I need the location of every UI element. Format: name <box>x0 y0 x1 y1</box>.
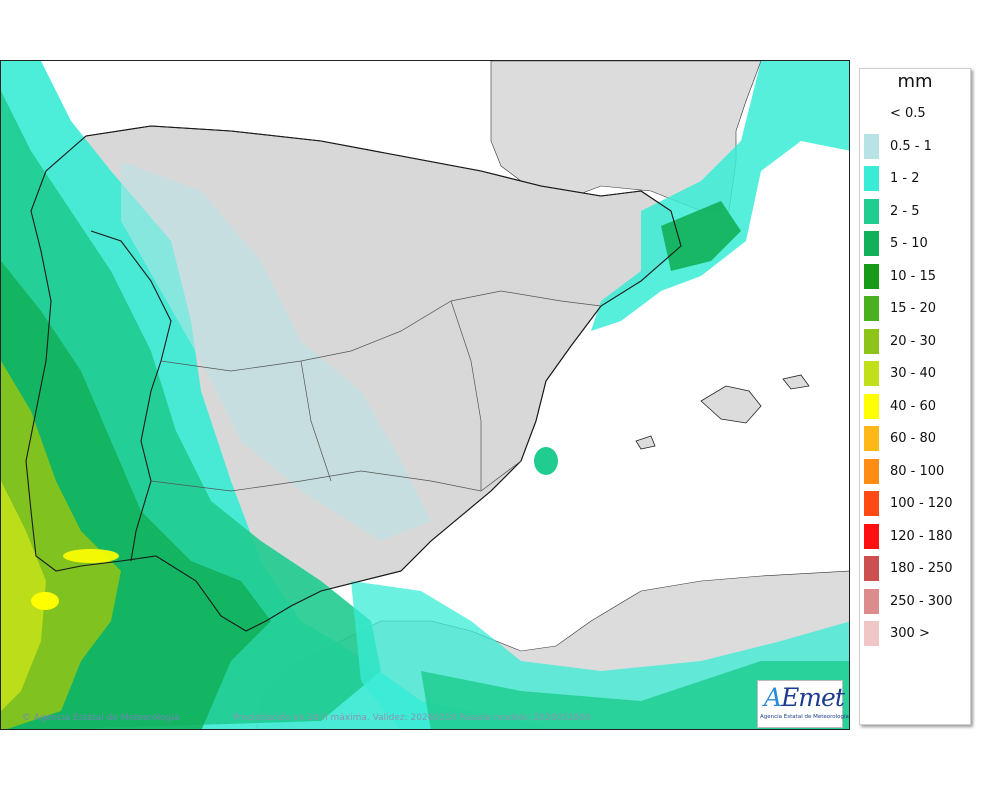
precip-band-0-5-1 <box>121 161 431 541</box>
aemet-logo-subtitle: Agencia Estatal de Meteorología <box>760 714 849 720</box>
legend-item: 15 - 20 <box>860 290 970 322</box>
legend-swatch <box>864 426 879 451</box>
legend-item: 120 - 180 <box>860 518 970 550</box>
legend-label: 5 - 10 <box>890 236 928 251</box>
legend-swatch <box>864 523 879 549</box>
legend-item: 40 - 60 <box>860 388 970 420</box>
precipitation-map <box>0 60 850 730</box>
legend-item: < 0.5 <box>860 95 970 127</box>
legend-item: 180 - 250 <box>860 550 970 582</box>
legend-item: 5 - 10 <box>860 225 970 257</box>
precip-band-30-40 <box>1 481 46 711</box>
copyright-credit: © Agencia Estatal de Meteorología <box>22 713 180 723</box>
peninsula-coastline <box>25 125 682 632</box>
regional-boundary-center <box>300 360 332 482</box>
legend-unit: mm <box>897 71 933 92</box>
precip-spot-gulf-cadiz <box>63 549 119 563</box>
legend-label: 20 - 30 <box>890 333 937 349</box>
regional-boundary-north <box>160 290 602 372</box>
aemet-logo: AEmet Agencia Estatal de Meteorología <box>757 680 849 728</box>
legend-swatch <box>864 198 879 224</box>
legend-item: 10 - 15 <box>860 258 970 290</box>
legend-item: 80 - 100 <box>860 453 970 485</box>
legend-item: 100 - 120 <box>860 485 970 517</box>
legend-swatch <box>864 491 879 516</box>
legend-swatch <box>864 166 879 191</box>
legend-label: 40 - 60 <box>890 398 937 414</box>
legend-item: 250 - 300 <box>860 583 970 615</box>
legend-swatch <box>864 556 879 581</box>
regional-boundary-east <box>450 300 482 491</box>
legend-label: 2 - 5 <box>890 203 920 219</box>
legend-item: 20 - 30 <box>860 323 970 355</box>
aemet-logo-wordmark: AEmet <box>764 683 845 712</box>
legend-swatch <box>864 328 879 354</box>
legend-swatch <box>864 588 879 614</box>
legend-item: 30 - 40 <box>860 355 970 387</box>
legend-label: 250 - 300 <box>890 593 953 609</box>
legend-item: 1 - 2 <box>860 160 970 192</box>
validity-caption: Precipitación en 24 h máxima. Validez: 2… <box>233 713 591 723</box>
legend-swatch <box>864 231 879 256</box>
legend-label: 300 > <box>890 626 930 641</box>
legend-label: 10 - 15 <box>890 268 937 284</box>
legend-label: 0.5 - 1 <box>890 138 932 154</box>
precip-spot-alicante <box>534 447 558 475</box>
legend-label: 15 - 20 <box>890 301 937 316</box>
precip-spot-40-60 <box>31 592 59 610</box>
mallorca-island <box>700 385 762 424</box>
legend-swatch <box>864 361 879 386</box>
legend-swatch <box>864 621 879 646</box>
precip-spot-catalonia <box>661 201 741 271</box>
legend-label: 80 - 100 <box>890 463 945 479</box>
precipitation-legend: mm < 0.5 0.5 - 1 1 - 2 2 - 5 5 - 10 10 - 15 15… <box>859 68 971 725</box>
legend-item: 0.5 - 1 <box>860 128 970 160</box>
legend-label: 180 - 250 <box>890 561 953 576</box>
legend-swatch <box>864 296 879 321</box>
legend-swatch <box>864 458 879 484</box>
legend-label: 60 - 80 <box>890 431 937 446</box>
legend-item: 300 > <box>860 615 970 647</box>
map-canvas <box>1 61 849 729</box>
precip-band-catalonia <box>591 61 849 331</box>
legend-label: 1 - 2 <box>890 171 920 186</box>
legend-label: 100 - 120 <box>890 496 953 511</box>
ibiza-island <box>635 435 656 450</box>
legend-label: 120 - 180 <box>890 528 953 544</box>
legend-label: 30 - 40 <box>890 366 937 381</box>
legend-swatch <box>864 393 879 419</box>
legend-item: 60 - 80 <box>860 420 970 452</box>
menorca-island <box>782 374 810 390</box>
legend-swatch <box>864 101 879 126</box>
spain-portugal-border <box>90 230 172 562</box>
legend-swatch <box>864 133 879 159</box>
precip-band-alboran <box>421 661 849 729</box>
legend-swatch <box>864 263 879 289</box>
legend-label: < 0.5 <box>890 106 926 121</box>
legend-item: 2 - 5 <box>860 193 970 225</box>
